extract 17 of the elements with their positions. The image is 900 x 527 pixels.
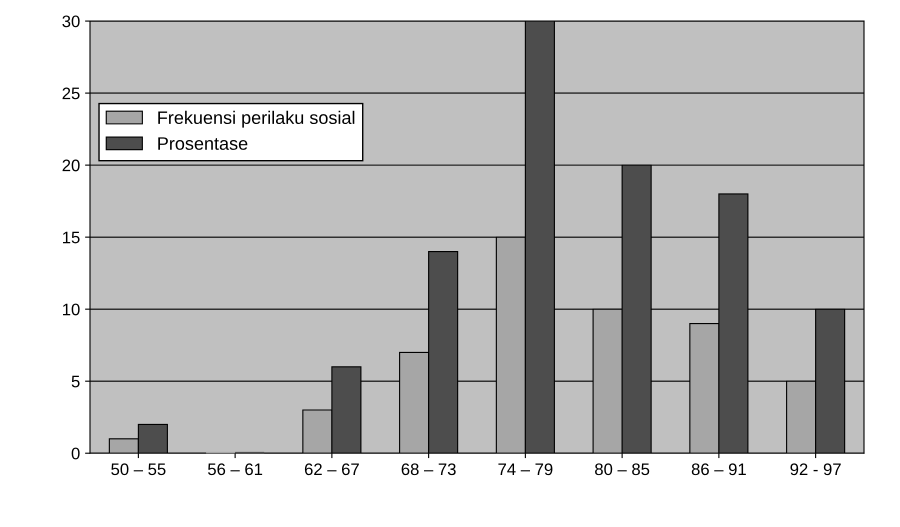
x-tick-label: 56 – 61 [208,463,262,476]
x-tick-label: 80 – 85 [595,463,650,476]
y-tick-label: 5 [72,376,80,388]
y-tick-label: 30 [62,15,80,28]
x-tick-label: 74 – 79 [498,463,552,476]
legend-label: Prosentase [158,137,248,150]
x-tick-label: 92 - 97 [790,463,841,476]
x-tick-label: 86 – 91 [692,463,746,476]
y-tick-label: 10 [63,304,80,316]
x-tick-label: 68 – 73 [402,463,456,476]
y-tick-label: 0 [72,448,80,460]
x-tick-label: 50 – 55 [111,463,166,476]
legend-label: Frekuensi perilaku sosial [158,110,354,128]
y-tick-label: 15 [63,232,80,244]
y-tick-label: 20 [62,160,80,172]
x-tick-label: 62 – 67 [304,463,359,476]
y-tick-label: 25 [62,88,80,100]
